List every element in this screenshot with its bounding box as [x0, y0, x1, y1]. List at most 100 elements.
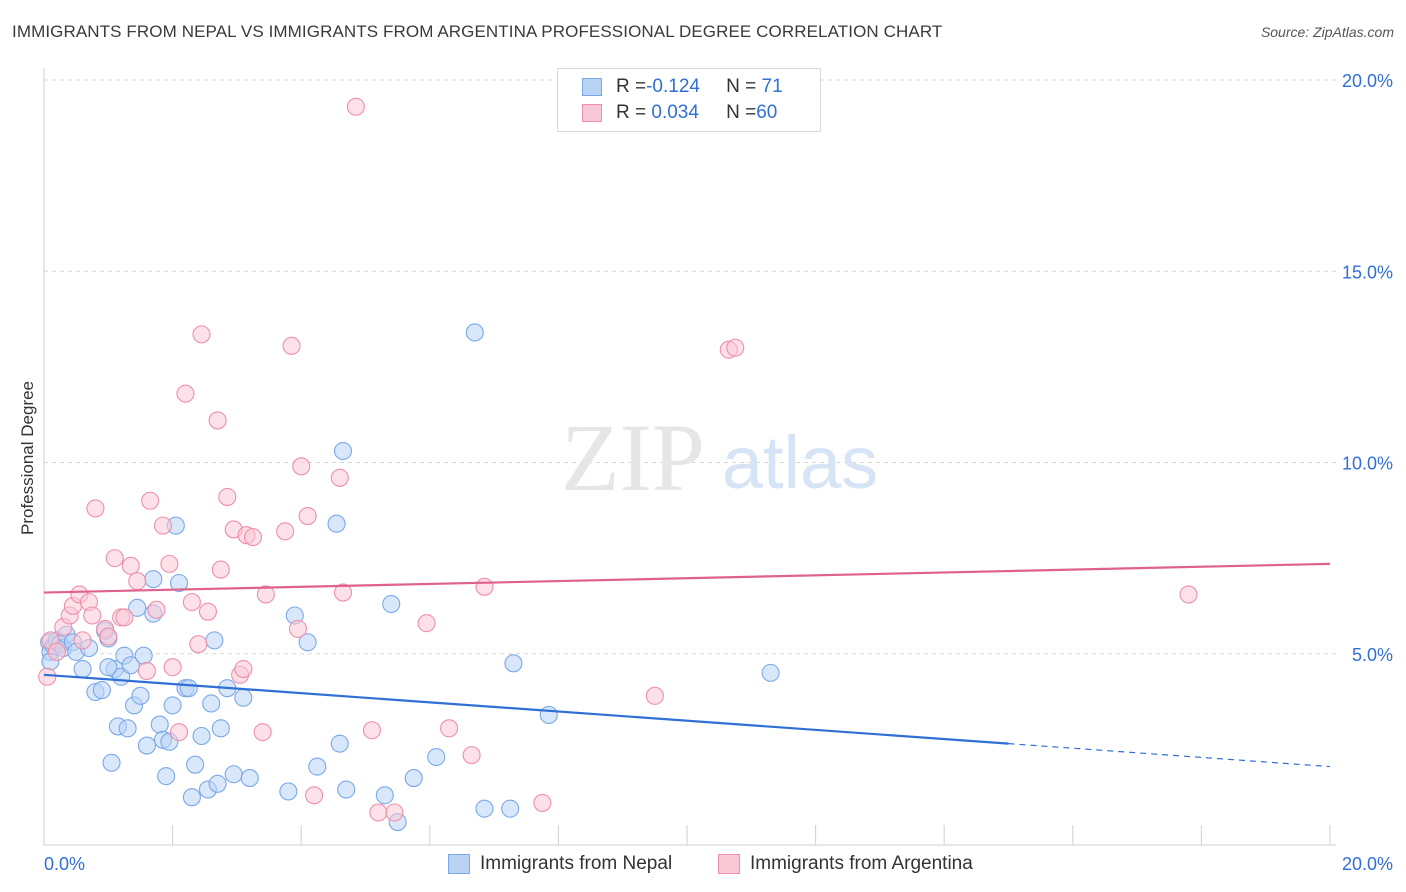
correlation-legend: R = -0.124 N = 71 R = 0.034 N = 60 [557, 68, 821, 132]
data-point [144, 570, 163, 589]
data-point [501, 799, 520, 818]
data-point [440, 719, 459, 738]
data-point [330, 468, 349, 487]
legend-row-argentina: R = 0.034 N = 60 [582, 101, 777, 125]
data-point [182, 593, 201, 612]
legend-r-value: 0.034 [646, 102, 699, 123]
data-point [337, 780, 356, 799]
data-point [211, 719, 230, 738]
legend-swatch-argentina [582, 104, 602, 122]
data-point [150, 715, 169, 734]
data-point [385, 803, 404, 822]
axes [43, 68, 1336, 846]
data-point [292, 457, 311, 476]
data-point [169, 723, 189, 742]
legend-n-value: 71 [756, 76, 783, 97]
data-point [330, 734, 349, 753]
data-point [73, 659, 92, 679]
data-point [118, 719, 137, 738]
data-point [153, 516, 173, 535]
y-tick-label: 10.0% [1342, 454, 1393, 474]
data-point [224, 765, 243, 784]
data-point [282, 336, 301, 355]
data-point [179, 679, 198, 698]
series-nepal [40, 323, 780, 832]
data-point [73, 631, 92, 650]
data-point [169, 573, 189, 593]
legend-n-label: N = [726, 102, 757, 123]
data-point [539, 705, 558, 725]
data-point [137, 661, 156, 681]
data-point [375, 786, 394, 805]
data-point [105, 549, 124, 568]
data-point [761, 663, 780, 682]
x-tick-label: 20.0% [1342, 854, 1393, 874]
data-point [369, 803, 388, 822]
data-point [234, 688, 253, 707]
trend-line-argentina [43, 562, 1331, 594]
data-point [211, 560, 230, 579]
data-point [218, 487, 237, 506]
data-point [234, 659, 253, 679]
data-point [327, 514, 346, 533]
data-point [121, 556, 140, 575]
legend-swatch-nepal [582, 78, 602, 96]
legend-r-label: R = [616, 102, 647, 123]
data-point [276, 522, 295, 541]
bottom-legend-swatch-argentina [718, 854, 740, 874]
data-point [128, 572, 147, 591]
data-point [279, 782, 298, 801]
data-point [202, 694, 221, 713]
data-point [147, 600, 166, 619]
trend-line-nepal [43, 673, 1009, 745]
legend-n-label: N = [726, 76, 757, 97]
watermark-zip: ZIP [561, 404, 705, 511]
legend-r-value: -0.124 [646, 76, 700, 97]
data-point [205, 631, 224, 650]
legend-n-value: 60 [756, 102, 778, 123]
series-argentina [38, 97, 1198, 822]
data-point [160, 554, 179, 573]
data-point [253, 723, 272, 742]
data-point [305, 786, 324, 805]
data-point [346, 97, 365, 116]
data-point [157, 767, 176, 786]
data-point [38, 667, 57, 686]
data-point [163, 658, 182, 677]
data-point [131, 686, 150, 705]
data-point [176, 384, 195, 403]
source-label: Source: ZipAtlas.com [1260, 24, 1394, 40]
data-point [186, 755, 205, 774]
data-point [726, 338, 745, 357]
y-tick-label: 5.0% [1352, 645, 1393, 665]
y-tick-labels: 5.0% 10.0% 15.0% 20.0% [1342, 71, 1393, 665]
data-point [137, 736, 156, 755]
data-point [475, 799, 494, 818]
data-point [427, 747, 446, 767]
data-point [462, 746, 481, 765]
data-point [47, 642, 66, 661]
x-tick-label: 0.0% [44, 854, 85, 874]
data-point [333, 583, 353, 602]
data-point [1179, 585, 1198, 604]
watermark-atlas: atlas [722, 421, 878, 504]
y-axis-label: Professional Degree [18, 380, 37, 536]
data-point [134, 646, 153, 665]
data-point [417, 614, 436, 633]
data-point [121, 656, 140, 675]
data-point [102, 753, 121, 772]
data-point [382, 594, 401, 614]
data-point [208, 774, 227, 793]
data-point [362, 721, 381, 740]
data-point [99, 658, 118, 677]
data-point [115, 608, 134, 627]
x-tick-labels: 0.0% 20.0% [44, 854, 1393, 874]
data-point [99, 627, 118, 646]
data-point [189, 635, 208, 654]
data-point [163, 696, 182, 715]
y-tick-label: 15.0% [1342, 262, 1393, 282]
data-point [504, 654, 523, 673]
data-point [475, 577, 494, 596]
legend-row-nepal: R = -0.124 N = 71 [582, 75, 783, 99]
